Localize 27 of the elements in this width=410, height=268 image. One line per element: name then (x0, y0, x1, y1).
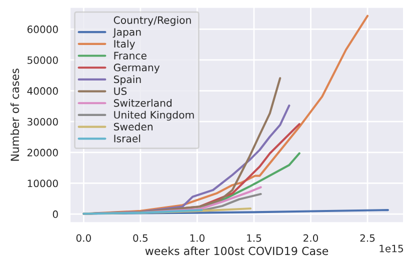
x-tick-label: 2.5 (360, 234, 375, 242)
text: 1e15 (380, 244, 403, 252)
legend-label: Sweden (114, 122, 152, 131)
legend-label: Switzerland (114, 98, 172, 107)
y-tick-label: 30000 (28, 118, 58, 126)
legend-label: Israel (114, 134, 140, 142)
legend-label: Japan (112, 28, 141, 38)
legend-label: France (114, 52, 146, 60)
legend-label: Italy (114, 40, 135, 50)
x-axis-title: weeks after 100st COVID19 Case (145, 246, 328, 256)
legend-label: Spain (114, 75, 141, 86)
legend-label: Germany (114, 64, 160, 74)
y-tick-label: 0 (52, 210, 58, 218)
legend-label: US (114, 87, 127, 95)
x-tick-label: 1.0 (190, 234, 204, 242)
y-tick-label: 60000 (27, 26, 58, 34)
y-tick-label: 20000 (28, 148, 58, 156)
x-tick-label: 2.0 (304, 234, 318, 242)
y-tick-label: 50000 (28, 56, 58, 64)
y-tick-label: 10000 (28, 180, 58, 188)
legend-title: Country/Region (114, 16, 191, 26)
y-tick-label: 40000 (27, 87, 58, 95)
x-tick-label: 0.5 (133, 234, 148, 242)
legend-label: United Kingdom (114, 110, 194, 121)
x-tick-label: 0.0 (76, 234, 91, 242)
x-tick-label: 1.5 (247, 234, 262, 242)
y-axis-title: Number of cases (10, 68, 20, 161)
